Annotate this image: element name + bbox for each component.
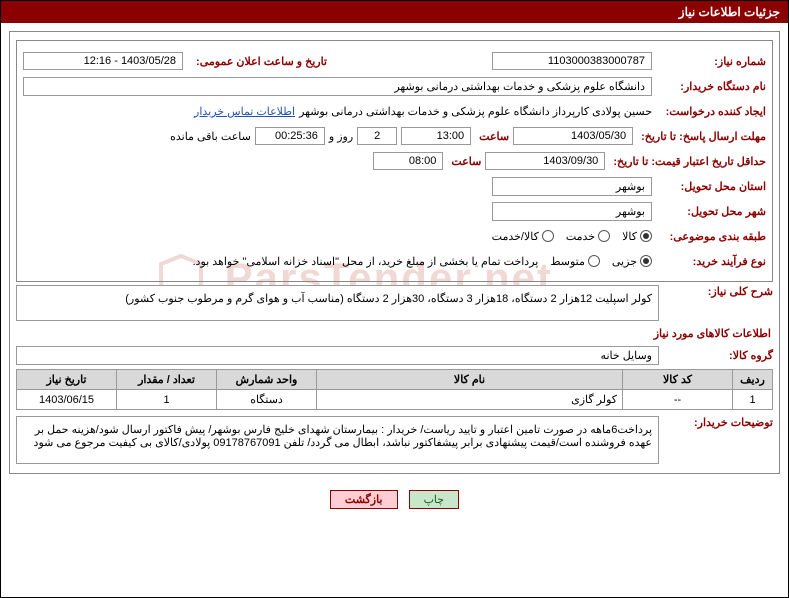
announce-field: 1403/05/28 - 12:16 xyxy=(23,52,183,70)
desc-text: کولر اسپلیت 12هزار 2 دستگاه، 18هزار 3 دس… xyxy=(16,285,659,321)
resp-time-field: 13:00 xyxy=(401,127,471,145)
time-label-2: ساعت xyxy=(447,155,481,168)
ptype-note: پرداخت تمام یا بخشی از مبلغ خرید، از محل… xyxy=(193,255,539,268)
td-date: 1403/06/15 xyxy=(17,390,117,410)
td-name: کولر گازی xyxy=(317,390,623,410)
resp-deadline-label: مهلت ارسال پاسخ: تا تاریخ: xyxy=(637,130,766,143)
radio-both[interactable]: کالا/خدمت xyxy=(492,230,554,243)
announce-label: تاریخ و ساعت اعلان عمومی: xyxy=(187,55,327,68)
province-label: استان محل تحویل: xyxy=(656,180,766,193)
radio-goods[interactable]: کالا xyxy=(622,230,652,243)
city-field: بوشهر xyxy=(492,202,652,221)
requester-label: ایجاد کننده درخواست: xyxy=(656,105,766,118)
ptype-label: نوع فرآیند خرید: xyxy=(656,255,766,268)
details-box: شماره نیاز: 1103000383000787 تاریخ و ساع… xyxy=(16,40,773,282)
valid-time-field: 08:00 xyxy=(373,152,443,170)
need-no-field: 1103000383000787 xyxy=(492,52,652,70)
td-idx: 1 xyxy=(733,390,773,410)
main-container: شماره نیاز: 1103000383000787 تاریخ و ساع… xyxy=(9,31,780,474)
radio-partial[interactable]: جزیی xyxy=(612,255,652,268)
desc-title: شرح کلی نیاز: xyxy=(663,285,773,298)
province-field: بوشهر xyxy=(492,177,652,196)
buyer-note-text: پرداخت6ماهه در صورت تامین اعتبار و تایید… xyxy=(16,416,659,464)
table-row: 1 -- کولر گازی دستگاه 1 1403/06/15 xyxy=(17,390,773,410)
valid-label: حداقل تاریخ اعتبار قیمت: تا تاریخ: xyxy=(609,155,766,168)
buyer-contact-link[interactable]: اطلاعات تماس خریدار xyxy=(194,105,295,118)
th-unit: واحد شمارش xyxy=(217,370,317,390)
ptype-radio-group: جزیی متوسط xyxy=(550,255,652,268)
page-title-bar: جزئیات اطلاعات نیاز xyxy=(1,1,788,23)
days-and-label: روز و xyxy=(329,130,353,143)
buyer-org-label: نام دستگاه خریدار: xyxy=(656,80,766,93)
buyer-org-field: دانشگاه علوم پزشکی و خدمات بهداشتی درمان… xyxy=(23,77,652,96)
td-unit: دستگاه xyxy=(217,390,317,410)
category-label: طبقه بندی موضوعی: xyxy=(656,230,766,243)
button-row: چاپ بازگشت xyxy=(1,482,788,513)
days-field: 2 xyxy=(357,127,397,145)
th-code: کد کالا xyxy=(623,370,733,390)
resp-date-field: 1403/05/30 xyxy=(513,127,633,145)
th-qty: تعداد / مقدار xyxy=(117,370,217,390)
table-header-row: ردیف کد کالا نام کالا واحد شمارش تعداد /… xyxy=(17,370,773,390)
time-label-1: ساعت xyxy=(475,130,509,143)
td-qty: 1 xyxy=(117,390,217,410)
radio-medium[interactable]: متوسط xyxy=(550,255,600,268)
print-button[interactable]: چاپ xyxy=(409,490,460,509)
goods-group-field: وسایل خانه xyxy=(16,346,659,365)
countdown-field: 00:25:36 xyxy=(255,127,325,145)
remaining-label: ساعت باقی مانده xyxy=(170,130,251,143)
back-button[interactable]: بازگشت xyxy=(330,490,398,509)
th-date: تاریخ نیاز xyxy=(17,370,117,390)
td-code: -- xyxy=(623,390,733,410)
category-radio-group: کالا خدمت کالا/خدمت xyxy=(492,230,652,243)
requester-field: حسین پولادی کارپرداز دانشگاه علوم پزشکی … xyxy=(299,105,652,118)
need-no-label: شماره نیاز: xyxy=(656,55,766,68)
goods-table: ردیف کد کالا نام کالا واحد شمارش تعداد /… xyxy=(16,369,773,410)
page-title: جزئیات اطلاعات نیاز xyxy=(679,5,780,19)
th-name: نام کالا xyxy=(317,370,623,390)
valid-date-field: 1403/09/30 xyxy=(485,152,605,170)
city-label: شهر محل تحویل: xyxy=(656,205,766,218)
goods-section-title: اطلاعات کالاهای مورد نیاز xyxy=(18,327,771,340)
radio-service[interactable]: خدمت xyxy=(566,230,610,243)
buyer-note-label: توضیحات خریدار: xyxy=(663,416,773,429)
th-row: ردیف xyxy=(733,370,773,390)
goods-group-label: گروه کالا: xyxy=(663,349,773,362)
